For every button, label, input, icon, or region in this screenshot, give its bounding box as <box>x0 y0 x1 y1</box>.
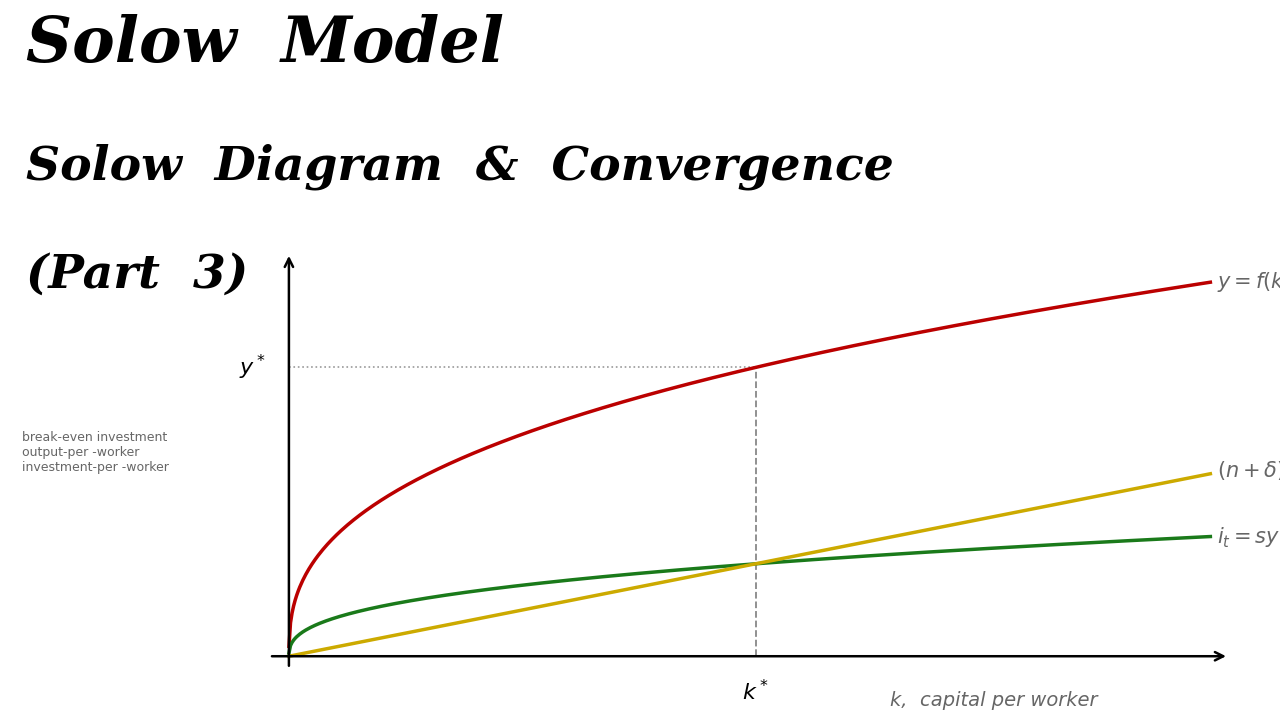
Text: $y^*$: $y^*$ <box>239 353 266 382</box>
Text: (Part  3): (Part 3) <box>26 252 248 298</box>
Text: Solow  Diagram  &  Convergence: Solow Diagram & Convergence <box>26 144 893 191</box>
Text: k,  capital per worker: k, capital per worker <box>890 691 1097 710</box>
Text: $y = f(k) = Ak^{\alpha}$: $y = f(k) = Ak^{\alpha}$ <box>1217 269 1280 295</box>
Text: break-even investment
output-per -worker
investment-per -worker: break-even investment output-per -worker… <box>22 431 169 474</box>
Text: $i_t = sy = sAk^{\alpha}$: $i_t = sy = sAk^{\alpha}$ <box>1217 523 1280 549</box>
Text: Solow  Model: Solow Model <box>26 14 503 76</box>
Text: $(n + \delta)k$: $(n + \delta)k$ <box>1217 459 1280 482</box>
Text: $k^*$: $k^*$ <box>742 679 769 704</box>
